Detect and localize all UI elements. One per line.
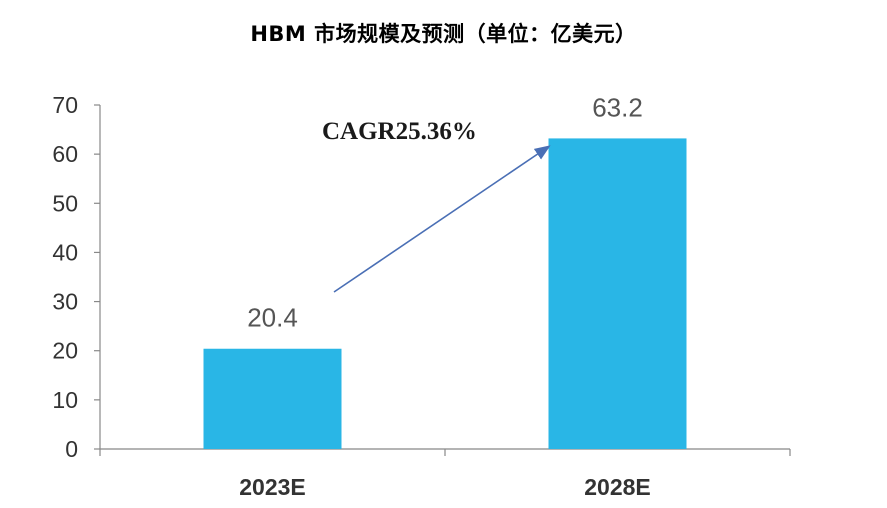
cagr-arrow [333, 145, 551, 293]
data-labels: 20.4 63.2 [247, 92, 643, 332]
cagr-label: CAGR25.36% [322, 118, 477, 145]
data-label-2023E: 20.4 [247, 303, 298, 333]
chart-title: HBM 市场规模及预测（单位：亿美元） [250, 22, 637, 46]
y-tick-label: 10 [52, 387, 78, 413]
cagr-annotation: CAGR25.36% [322, 118, 551, 293]
y-tick-label: 50 [52, 190, 78, 216]
x-axis: 2023E 2028E [99, 448, 791, 500]
bar-2023E [203, 348, 342, 449]
data-label-2028E: 63.2 [592, 92, 643, 122]
x-category-label: 2028E [584, 474, 651, 500]
y-tick-label: 60 [52, 141, 78, 167]
y-tick-label: 40 [52, 239, 78, 265]
bar-2028E [548, 138, 687, 449]
x-category-label: 2023E [239, 474, 306, 500]
y-axis: 0 10 20 30 40 50 60 70 [52, 92, 101, 462]
y-tick-label: 70 [52, 92, 78, 118]
y-tick-label: 0 [65, 436, 78, 462]
y-tick-label: 30 [52, 289, 78, 315]
bars [203, 138, 687, 449]
y-tick-label: 20 [52, 338, 78, 364]
